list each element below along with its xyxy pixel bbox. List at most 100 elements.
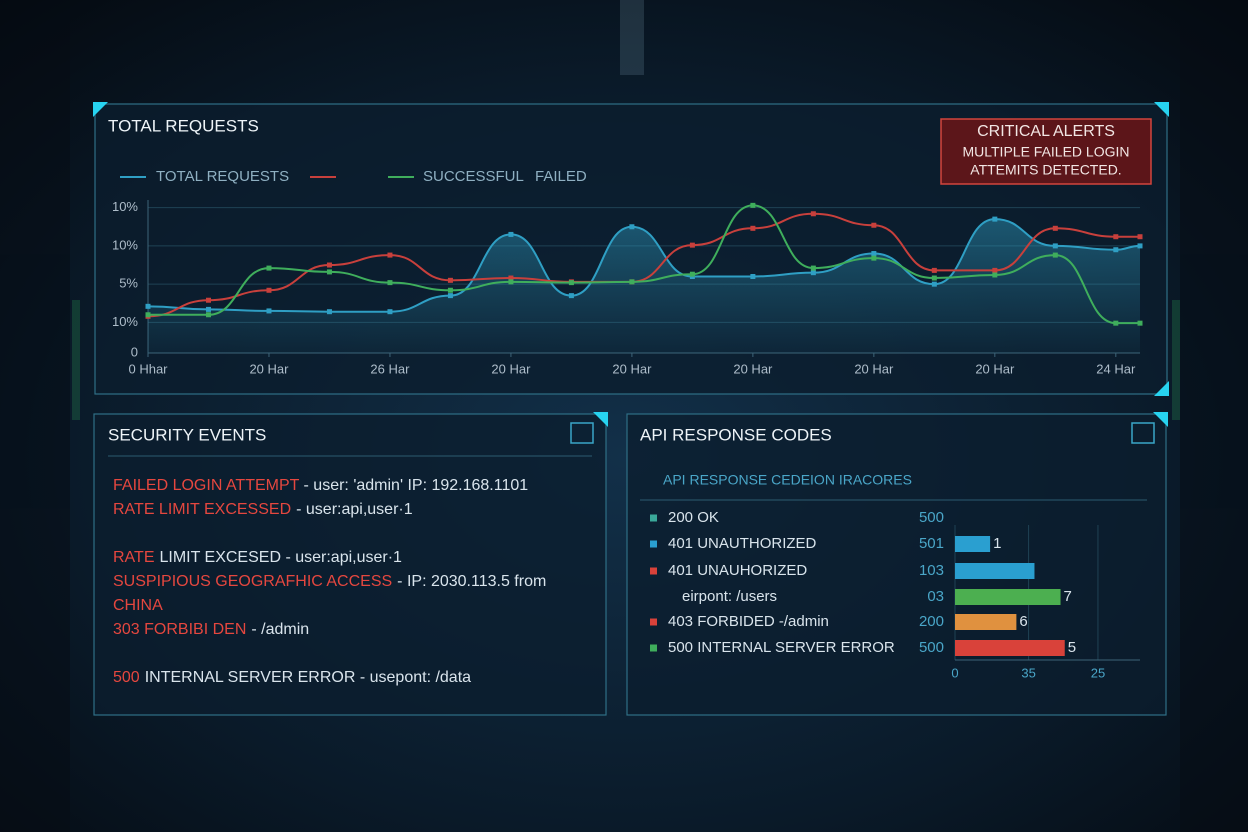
- point-marker: [1113, 320, 1119, 326]
- event-line: CHINA: [113, 597, 163, 614]
- point-marker: [629, 224, 635, 230]
- point-marker: [689, 242, 695, 248]
- row-bullet: [650, 514, 657, 522]
- event-type: RATE LIMIT EXCESSED: [113, 501, 291, 518]
- category-label: eirpont: /users: [682, 588, 777, 605]
- point-marker: [1113, 234, 1119, 240]
- point-marker: [1052, 243, 1058, 249]
- code-label: 03: [927, 588, 944, 605]
- point-marker: [568, 280, 574, 286]
- y-tick-label: 0: [131, 344, 138, 359]
- point-marker: [145, 312, 151, 318]
- api-panel: [626, 413, 1167, 716]
- corner-accent: [93, 102, 108, 117]
- point-marker: [1113, 247, 1119, 253]
- category-label: 500 INTERNAL SERVER ERROR: [668, 639, 895, 656]
- bar: [955, 614, 1017, 630]
- panel-title: API RESPONSE CODES: [640, 425, 832, 444]
- bar: [955, 536, 991, 552]
- event-type: CHINA: [113, 597, 163, 614]
- point-marker: [871, 222, 877, 228]
- y-tick-label: 10%: [112, 237, 138, 252]
- bar: [955, 640, 1065, 656]
- point-marker: [508, 275, 514, 281]
- point-marker: [1137, 234, 1143, 240]
- panel-icon: [570, 422, 594, 444]
- event-type: 303 FORBIBI DEN: [113, 621, 246, 638]
- x-tick-label: 20 Har: [249, 361, 289, 376]
- alert-line: MULTIPLE FAILED LOGIN: [962, 144, 1129, 160]
- y-tick-label: 10%: [112, 314, 138, 329]
- point-marker: [205, 297, 211, 303]
- event-line: FAILED LOGIN ATTEMPT - user: 'admin' IP: …: [113, 477, 528, 494]
- code-label: 501: [919, 535, 944, 552]
- alert-box: [940, 118, 1152, 185]
- event-type: RATE: [113, 549, 154, 566]
- x-tick-label: 20 Har: [491, 361, 531, 376]
- x-tick-label: 20 Har: [854, 361, 894, 376]
- bar: [955, 589, 1061, 605]
- point-marker: [931, 267, 937, 273]
- category-label: 403 FORBIDED -/admin: [668, 613, 829, 630]
- point-marker: [266, 265, 272, 271]
- x-tick-label: 26 Har: [370, 361, 410, 376]
- x-tick-label: 24 Har: [1096, 361, 1136, 376]
- event-detail: - user:api,user·1: [296, 501, 413, 518]
- point-marker: [871, 251, 877, 257]
- corner-accent: [593, 412, 608, 427]
- category-label: 200 OK: [668, 509, 719, 526]
- point-marker: [387, 309, 393, 315]
- point-marker: [931, 275, 937, 281]
- category-label: 401 UNAUHORIZED: [668, 562, 807, 579]
- point-marker: [1052, 225, 1058, 231]
- panel-subtitle: API RESPONSE CEDEION IRACORES: [663, 472, 912, 488]
- point-marker: [871, 255, 877, 261]
- point-marker: [205, 312, 211, 318]
- event-type: FAILED LOGIN ATTEMPT: [113, 477, 300, 494]
- point-marker: [145, 303, 151, 309]
- point-marker: [568, 293, 574, 299]
- corner-accent: [1154, 381, 1169, 396]
- event-detail: - IP: 2030.113.5 from: [397, 573, 546, 590]
- point-marker: [508, 279, 514, 285]
- x-tick-label: 25: [1091, 665, 1105, 680]
- point-marker: [992, 272, 998, 278]
- point-marker: [266, 287, 272, 293]
- bar-annotation: 6: [1019, 613, 1027, 630]
- point-marker: [447, 287, 453, 293]
- security-panel: [93, 413, 607, 716]
- panel-title: SECURITY EVENTS: [108, 425, 266, 444]
- event-detail: INTERNAL SERVER ERROR - usepont: /data: [145, 669, 471, 686]
- point-marker: [810, 265, 816, 271]
- point-marker: [810, 211, 816, 217]
- series-line: [147, 212, 1140, 318]
- event-detail: - user: 'admin' IP: 192.168.1101: [304, 477, 529, 494]
- point-marker: [266, 308, 272, 314]
- point-marker: [992, 267, 998, 273]
- x-tick-label: 20 Har: [612, 361, 652, 376]
- point-marker: [1137, 320, 1143, 326]
- x-tick-label: 0 Hhar: [128, 361, 168, 376]
- point-marker: [1052, 252, 1058, 258]
- point-marker: [1137, 243, 1143, 249]
- panel-icon: [1131, 422, 1155, 444]
- point-marker: [508, 231, 514, 237]
- point-marker: [326, 262, 332, 268]
- code-label: 500: [919, 639, 944, 656]
- code-label: 103: [919, 562, 944, 579]
- bar-annotation: 5: [1068, 639, 1076, 656]
- x-tick-label: 0: [951, 665, 958, 680]
- code-label: 200: [919, 613, 944, 630]
- point-marker: [447, 277, 453, 283]
- point-marker: [629, 279, 635, 285]
- event-line: 303 FORBIBI DEN - /admin: [113, 621, 309, 638]
- point-marker: [387, 280, 393, 286]
- point-marker: [326, 309, 332, 315]
- point-marker: [931, 281, 937, 287]
- category-label: 401 UNAUTHORIZED: [668, 535, 817, 552]
- alert-title: CRITICAL ALERTS: [977, 123, 1115, 140]
- event-line: 500 INTERNAL SERVER ERROR - usepont: /dat…: [113, 669, 471, 686]
- y-tick-label: 5%: [119, 276, 138, 291]
- event-list: FAILED LOGIN ATTEMPT - user: 'admin' IP: …: [113, 477, 546, 686]
